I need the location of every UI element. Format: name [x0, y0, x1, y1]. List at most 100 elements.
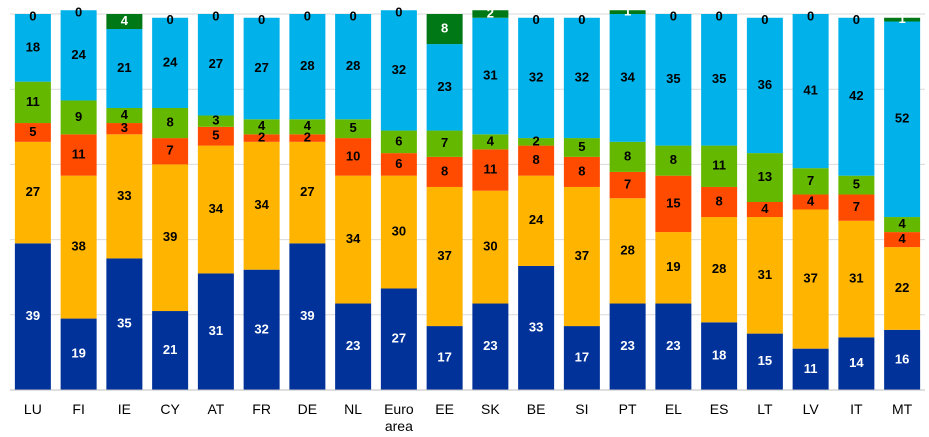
bar-segment	[655, 14, 692, 146]
bar-segment	[152, 138, 189, 165]
data-label: 21	[117, 60, 131, 75]
bar-segment	[472, 190, 509, 304]
data-label: 7	[441, 135, 448, 150]
data-label: 0	[350, 8, 357, 23]
data-label: 0	[578, 12, 585, 27]
data-label: 3	[121, 120, 128, 135]
data-label: 0	[304, 8, 311, 23]
bar-segment	[563, 326, 600, 390]
data-label: 27	[392, 331, 406, 346]
data-label: 2	[258, 130, 265, 145]
x-tick-label: EL	[664, 401, 682, 417]
data-label: 5	[853, 177, 860, 192]
bar-segment	[838, 337, 875, 390]
bar-segment	[472, 134, 509, 150]
x-tick-label: SK	[481, 401, 500, 417]
data-label: 0	[75, 5, 82, 20]
x-tick-label: FR	[252, 401, 271, 417]
bar-segment	[518, 145, 555, 176]
data-label: 23	[346, 338, 360, 353]
bar-segment	[380, 288, 417, 390]
data-label: 42	[849, 88, 863, 103]
bar-segment	[518, 138, 555, 146]
data-label: 0	[395, 5, 402, 20]
bar-segment	[335, 14, 372, 120]
data-label: 28	[620, 242, 634, 257]
data-label: 4	[899, 231, 907, 246]
bar-segment	[746, 202, 783, 218]
data-label: 2	[533, 133, 540, 148]
data-label: 4	[807, 193, 815, 208]
bar-segment	[243, 141, 280, 270]
bar-segment	[838, 17, 875, 176]
data-label: 4	[121, 107, 129, 122]
x-tick-label: FI	[72, 401, 85, 417]
data-label: 38	[71, 239, 85, 254]
bar-segment	[60, 134, 97, 176]
bar-segment	[655, 232, 692, 304]
data-label: 10	[346, 148, 360, 163]
bar-segment	[152, 108, 189, 139]
data-label: 32	[529, 69, 543, 84]
bar-segment	[746, 153, 783, 202]
bar-segment	[335, 303, 372, 390]
data-label: 35	[117, 316, 131, 331]
bar-segment	[792, 168, 829, 195]
data-label: 39	[26, 308, 40, 323]
bar-segment	[792, 14, 829, 169]
data-label: 4	[487, 133, 495, 148]
data-label: 17	[437, 349, 451, 364]
bar-segment	[60, 100, 97, 135]
data-label: 8	[441, 163, 448, 178]
data-label: 17	[575, 349, 589, 364]
data-label: 8	[167, 114, 174, 129]
x-tick-label: LV	[802, 401, 819, 417]
data-label: 28	[300, 58, 314, 73]
data-label: 23	[620, 338, 634, 353]
data-label: 31	[758, 267, 772, 282]
data-label: 11	[26, 94, 40, 109]
bar-segment	[884, 17, 921, 22]
data-label: 4	[258, 118, 266, 133]
bar-segment	[14, 141, 51, 244]
data-label: 0	[212, 8, 219, 23]
bar-segment	[609, 14, 646, 142]
bar-segment	[609, 10, 646, 14]
bar-segment	[838, 194, 875, 221]
bar-segment	[197, 273, 234, 390]
bar-segment	[380, 153, 417, 176]
x-tick-label: ES	[709, 401, 729, 417]
data-label: 1	[624, 4, 631, 19]
data-label: 32	[254, 321, 268, 336]
bar-segment	[701, 145, 738, 187]
x-tick-label: IT	[850, 401, 863, 417]
data-label: 21	[163, 342, 177, 357]
data-label: 23	[483, 338, 497, 353]
data-label: 22	[895, 280, 909, 295]
bar-segment	[106, 123, 143, 135]
bar-segment	[563, 186, 600, 327]
bar-segment	[335, 175, 372, 304]
bar-segment	[152, 17, 189, 108]
x-tick-label: IE	[117, 401, 131, 417]
data-label: 14	[849, 355, 864, 370]
data-label: 52	[895, 111, 909, 126]
data-label: 2	[487, 5, 494, 20]
bar-segment	[289, 141, 326, 244]
bar-segment	[563, 138, 600, 157]
bar-segment	[197, 14, 234, 116]
bar-segment	[838, 175, 875, 195]
x-tick-label: DE	[297, 401, 318, 417]
data-label: 35	[712, 71, 726, 86]
data-label: 37	[803, 271, 817, 286]
bar-segment	[518, 175, 555, 266]
bar-segment	[243, 134, 280, 142]
data-label: 8	[670, 152, 677, 167]
bar-segment	[14, 243, 51, 390]
data-label: 0	[716, 8, 723, 23]
bar-segment	[701, 186, 738, 218]
x-tick-label: BE	[526, 401, 546, 417]
bar-segment	[426, 130, 463, 157]
data-label: 5	[578, 139, 585, 154]
bar-segment	[335, 119, 372, 139]
